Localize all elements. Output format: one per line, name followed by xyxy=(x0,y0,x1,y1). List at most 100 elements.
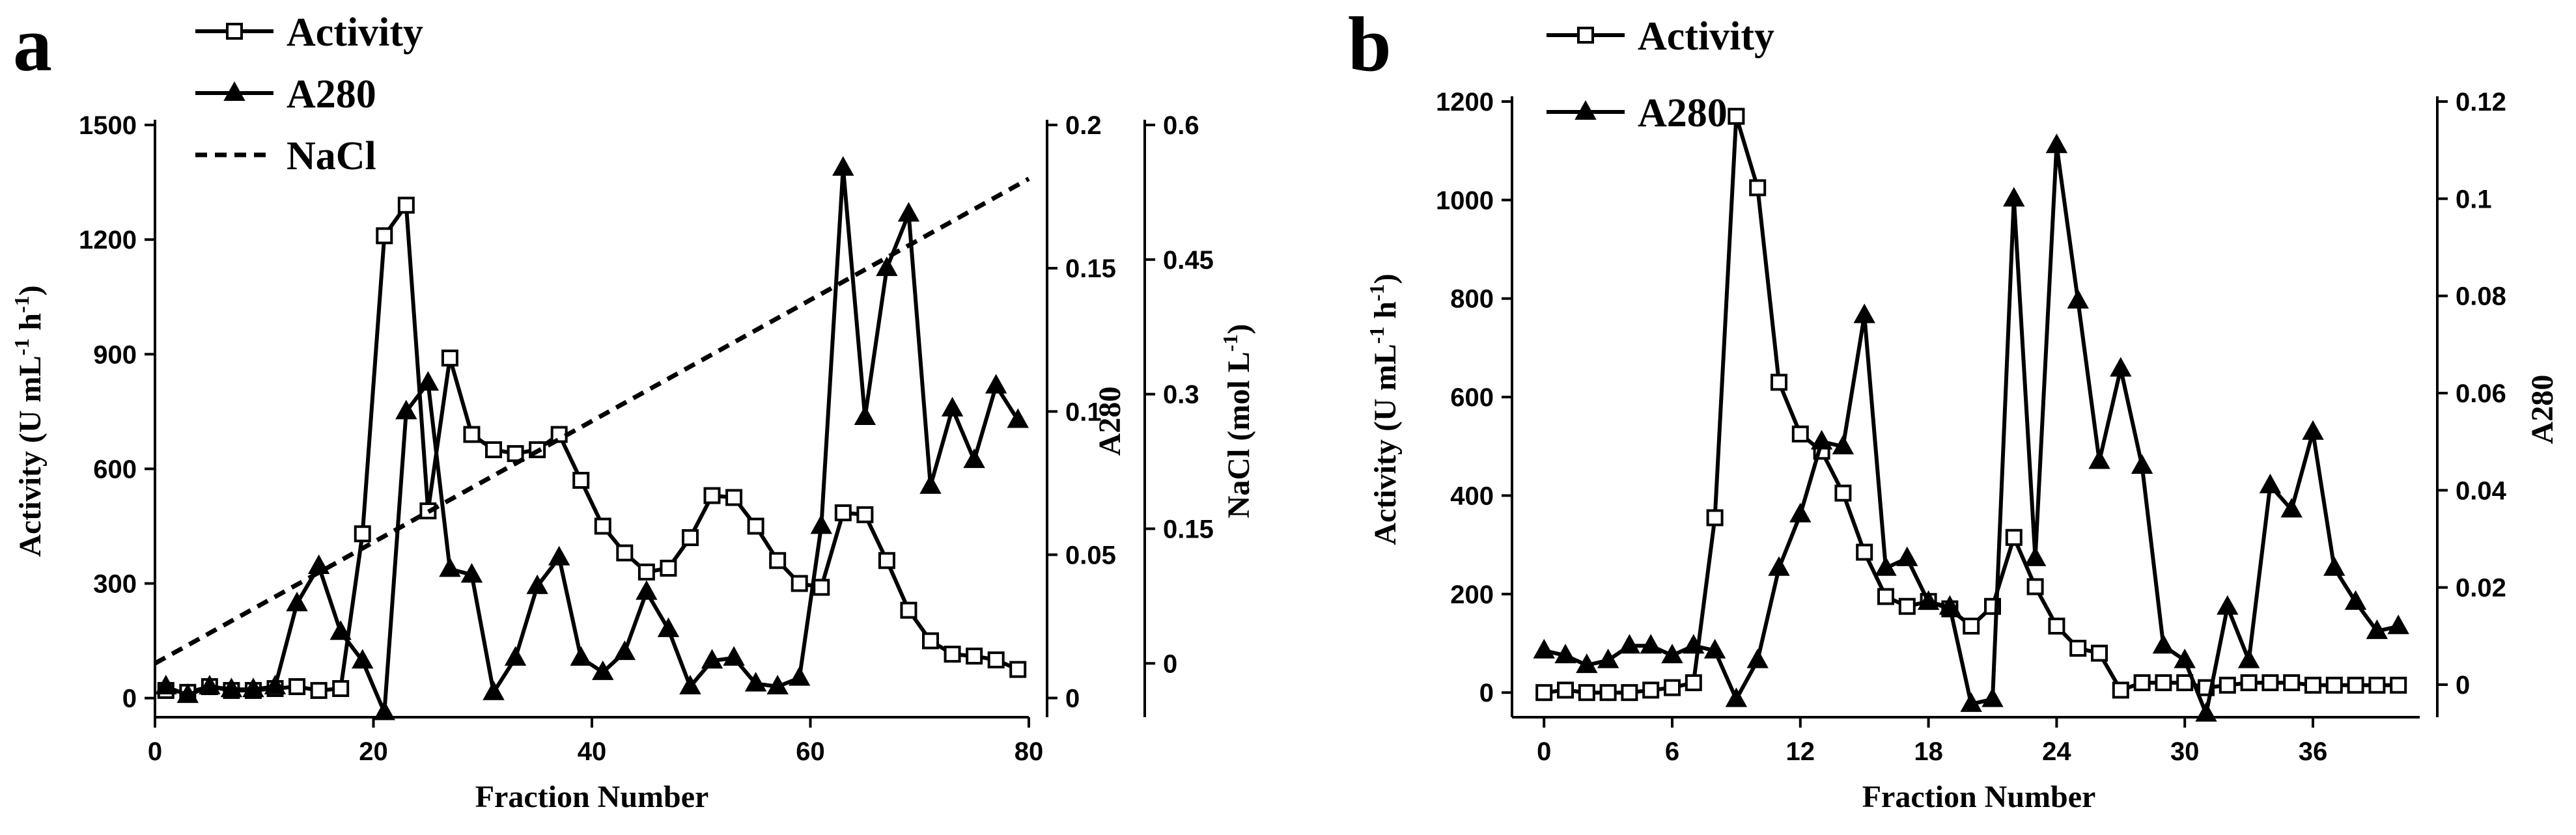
data-point-activity xyxy=(966,648,983,665)
data-point-activity xyxy=(616,544,634,562)
data-point-a280 xyxy=(657,617,680,637)
left-tick-label: 800 xyxy=(1450,285,1494,314)
data-point-activity xyxy=(1856,543,1873,561)
data-point-activity xyxy=(1642,681,1660,699)
data-point-a280 xyxy=(176,683,199,704)
left-tick-label: 0 xyxy=(122,685,137,713)
left-tick-label: 900 xyxy=(93,340,137,369)
data-point-activity xyxy=(2005,528,2023,546)
a280-tick-label: 0.12 xyxy=(2456,88,2506,116)
data-point-activity xyxy=(1599,684,1617,702)
x-tick-label: 36 xyxy=(2299,737,2328,766)
legend: Activity A280 NaCl xyxy=(195,10,423,178)
x-tick-label: 0 xyxy=(148,737,162,766)
data-point-a280 xyxy=(526,574,548,594)
data-point-a280 xyxy=(1725,687,1748,707)
a280-tick-label: 0.2 xyxy=(1065,111,1102,140)
data-point-activity xyxy=(288,678,306,696)
data-point-a280 xyxy=(1533,638,1555,659)
a280-tick-label: 0.1 xyxy=(2456,185,2492,213)
data-point-a280 xyxy=(2131,454,2153,474)
x-axis-title: Fraction Number xyxy=(475,780,709,814)
legend: Activity A280 xyxy=(1547,14,1774,135)
data-point-a280 xyxy=(2195,702,2217,722)
data-point-activity xyxy=(485,441,503,459)
data-point-activity xyxy=(900,601,917,619)
legend-label-a280: A280 xyxy=(287,72,376,116)
data-point-a280 xyxy=(810,514,832,534)
x-axis-title: Fraction Number xyxy=(1862,780,2096,814)
legend-label-nacl: NaCl xyxy=(287,134,376,178)
data-point-activity xyxy=(769,552,787,569)
data-point-activity xyxy=(441,349,458,367)
data-point-a280 xyxy=(832,156,854,176)
a280-tick-label: 0.02 xyxy=(2456,574,2506,603)
a280-tick-label: 0 xyxy=(2456,671,2470,700)
data-point-activity xyxy=(397,197,415,214)
data-point-a280 xyxy=(439,557,461,577)
data-point-a280 xyxy=(2088,449,2110,469)
data-point-a280 xyxy=(1703,638,1726,659)
data-point-a280 xyxy=(2174,648,2196,668)
panel-letter: a xyxy=(13,1,52,87)
data-point-activity xyxy=(1557,681,1574,699)
data-point-a280 xyxy=(483,680,505,700)
data-point-activity xyxy=(637,563,655,581)
data-point-activity xyxy=(1771,374,1787,391)
data-point-a280 xyxy=(744,672,767,692)
legend-marker-activity xyxy=(1577,27,1594,44)
left-tick-label: 600 xyxy=(93,455,137,484)
data-point-a280 xyxy=(504,646,527,666)
data-point-a280 xyxy=(679,674,701,694)
data-point-a280 xyxy=(2280,498,2303,518)
data-point-a280 xyxy=(2323,556,2345,576)
nacl-axis-title: NaCl (mol L-1) xyxy=(1218,324,1256,519)
data-point-a280 xyxy=(1875,556,1897,576)
nacl-tick-label: 0 xyxy=(1163,650,1177,678)
data-point-activity xyxy=(1963,617,1980,635)
legend-marker-activity xyxy=(226,23,243,40)
series-line-activity xyxy=(165,203,1019,694)
data-point-activity xyxy=(2390,676,2407,694)
data-point-a280 xyxy=(2152,634,2175,654)
data-point-activity xyxy=(332,679,350,697)
left-tick-label: 1200 xyxy=(79,226,137,254)
data-point-a280 xyxy=(417,371,440,391)
data-point-activity xyxy=(2091,644,2108,662)
data-point-activity xyxy=(660,560,677,577)
a280-tick-label: 0.08 xyxy=(2456,282,2506,311)
data-point-activity xyxy=(1009,661,1027,678)
x-tick-label: 24 xyxy=(2042,737,2071,766)
data-point-a280 xyxy=(876,256,898,277)
data-point-activity xyxy=(463,426,481,443)
data-point-activity xyxy=(791,575,808,592)
data-point-activity xyxy=(354,525,371,543)
data-point-activity xyxy=(1685,674,1702,692)
data-point-activity xyxy=(1728,107,1745,125)
panel-letter: b xyxy=(1348,1,1392,87)
data-point-a280 xyxy=(352,649,374,669)
data-point-activity xyxy=(2219,676,2236,694)
left-tick-label: 0 xyxy=(1479,679,1494,707)
data-point-activity xyxy=(310,681,328,699)
series-line-nacl xyxy=(154,176,1030,666)
data-point-activity xyxy=(2261,674,2279,692)
legend-marker-a280 xyxy=(1575,100,1597,120)
data-point-a280 xyxy=(1661,644,1683,664)
data-point-a280 xyxy=(1597,648,1619,668)
nacl-tick-label: 0.3 xyxy=(1163,381,1199,409)
data-point-activity xyxy=(2283,674,2301,692)
data-point-a280 xyxy=(1939,595,1961,615)
a280-tick-label: 0.05 xyxy=(1065,541,1116,569)
chart-panel-a: a 0 20 40 60 80 Fraction Number 0 300 600 900 1200 1… xyxy=(10,1,1256,814)
data-point-a280 xyxy=(1576,653,1598,674)
a280-tick-label: 0.06 xyxy=(2456,379,2506,408)
data-point-a280 xyxy=(2045,133,2068,154)
data-point-a280 xyxy=(373,700,395,720)
data-point-a280 xyxy=(1960,692,1982,712)
data-point-a280 xyxy=(636,580,658,600)
data-point-activity xyxy=(681,529,699,547)
data-point-activity xyxy=(2112,681,2129,699)
legend-label-a280: A280 xyxy=(1638,91,1728,135)
